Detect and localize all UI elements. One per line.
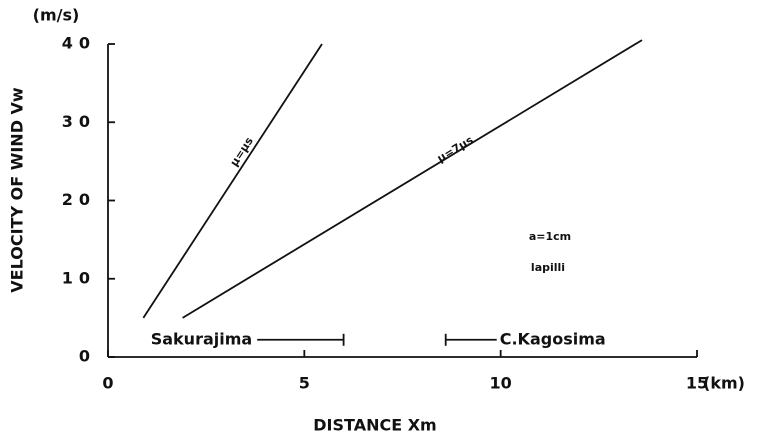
y-tick-label: 10 <box>62 268 96 287</box>
y-tick-label: 0 <box>79 347 96 366</box>
x-tick-label: 15 <box>686 374 708 393</box>
x-tick-label: 10 <box>490 374 512 393</box>
x-tick-label: 0 <box>102 374 113 393</box>
y-tick-label: 40 <box>62 34 96 53</box>
x-axis-label: DISTANCE Xm <box>313 416 436 435</box>
range-label: C.Kagosima <box>500 329 606 348</box>
x-unit: (km) <box>703 374 745 393</box>
annotation: lapilli <box>531 261 565 274</box>
line-series <box>142 43 323 319</box>
y-tick-label: 20 <box>62 190 96 209</box>
line-series <box>182 39 643 319</box>
y-tick-label: 30 <box>62 112 96 131</box>
annotation: a=1cm <box>529 230 571 243</box>
series-label: μ=7μs <box>435 133 476 165</box>
y-axis-label: VELOCITY OF WIND Vw <box>8 87 27 293</box>
x-tick-label: 5 <box>299 374 310 393</box>
range-label: Sakurajima <box>151 329 252 348</box>
y-unit: (m/s) <box>33 6 80 25</box>
